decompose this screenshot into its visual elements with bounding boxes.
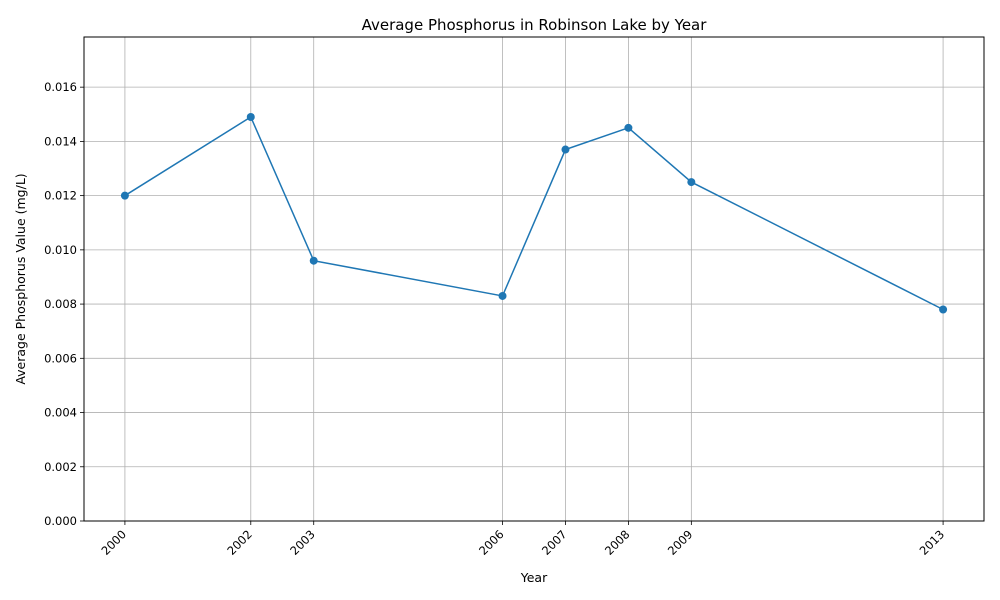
y-tick-label: 0.006	[44, 351, 77, 365]
x-tick-label: 2009	[665, 527, 696, 558]
y-tick-label: 0.012	[44, 189, 77, 203]
y-tick-label: 0.010	[44, 243, 77, 257]
x-axis-ticks: 2000 2002 2003 2006 2007 2008 2009 2013	[98, 521, 947, 558]
data-point	[561, 145, 570, 154]
data-markers	[120, 112, 948, 314]
data-point	[939, 305, 948, 314]
x-tick-label: 2006	[476, 527, 507, 558]
data-point	[687, 178, 696, 187]
series-line	[124, 115, 944, 311]
x-tick-label: 2007	[539, 527, 570, 558]
data-point	[246, 112, 255, 121]
x-tick-label: 2008	[602, 527, 633, 558]
x-tick-label: 2002	[224, 527, 255, 558]
x-tick-label: 2000	[98, 527, 129, 558]
plot-frame	[83, 36, 985, 522]
y-tick-label: 0.000	[44, 514, 77, 528]
data-point	[498, 291, 507, 300]
x-tick-label: 2013	[917, 527, 948, 558]
chart-title: Average Phosphorus in Robinson Lake by Y…	[362, 16, 708, 34]
y-axis-ticks: 0.000 0.002 0.004 0.006 0.008 0.010 0.012 0.014…	[44, 80, 84, 528]
x-tick-label: 2003	[287, 527, 318, 558]
y-tick-label: 0.016	[44, 80, 77, 94]
data-point	[624, 123, 633, 132]
y-tick-label: 0.014	[44, 134, 77, 148]
grid-lines	[84, 37, 984, 522]
x-axis-label: Year	[520, 570, 548, 585]
data-point	[309, 256, 318, 265]
y-tick-label: 0.002	[44, 460, 77, 474]
data-series-line	[124, 115, 944, 311]
data-point	[120, 191, 129, 200]
y-axis-label: Average Phosphorus Value (mg/L)	[13, 173, 28, 384]
y-tick-label: 0.004	[44, 406, 77, 420]
y-tick-label: 0.008	[44, 297, 77, 311]
